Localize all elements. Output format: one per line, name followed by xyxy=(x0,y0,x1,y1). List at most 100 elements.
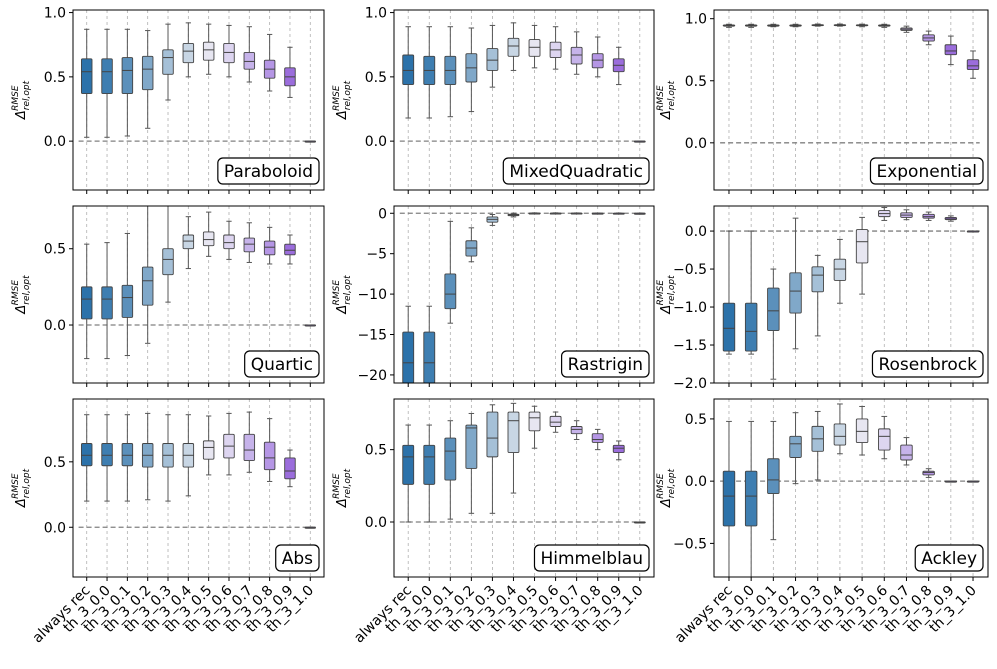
box-th-3-0-1 xyxy=(767,268,780,380)
panel-title: Abs xyxy=(282,549,313,569)
box-body xyxy=(722,470,736,527)
box-th-3-0-9 xyxy=(612,46,625,86)
box-always-rec xyxy=(402,424,415,523)
box-body xyxy=(80,58,93,95)
box-th-3-0-9 xyxy=(284,449,296,488)
box-th-3-0-7 xyxy=(570,420,583,441)
box-th-3-0-3 xyxy=(486,24,499,88)
box-th-3-0-3 xyxy=(162,205,174,303)
box-th-3-0-3 xyxy=(811,23,824,27)
ytick-label: 1.0 xyxy=(44,6,66,22)
box-body xyxy=(402,331,415,384)
ytick-label: 0.5 xyxy=(44,242,66,258)
box-body xyxy=(284,243,296,256)
ytick-label: 0.5 xyxy=(365,443,387,459)
box-body xyxy=(141,266,154,306)
box-th-3-0-5 xyxy=(528,212,541,215)
box-body xyxy=(486,411,499,458)
ylabel: Δrel,optRMSE xyxy=(656,275,677,315)
box-th-3-0-3 xyxy=(162,414,174,502)
box-body xyxy=(80,286,93,320)
box-body xyxy=(444,437,457,481)
box-body xyxy=(922,470,935,476)
box-body xyxy=(900,444,913,461)
box-body xyxy=(855,418,869,444)
panel-title-box xyxy=(502,157,650,185)
panel-title: Rastrigin xyxy=(568,355,643,375)
ytick-label: −0.5 xyxy=(673,262,707,278)
box-th-3-1-0 xyxy=(633,140,646,143)
box-th-3-0-5 xyxy=(855,405,869,456)
box-body xyxy=(507,411,520,453)
ytick-label: 1.0 xyxy=(365,6,387,22)
ytick-label: 1.0 xyxy=(685,12,707,28)
box-body xyxy=(243,51,256,70)
box-body xyxy=(243,237,256,253)
ytick-label: 0.0 xyxy=(44,520,66,536)
panel-title-box xyxy=(533,544,650,572)
box-th-3-1-0 xyxy=(304,324,317,327)
ytick-label: −20 xyxy=(357,368,387,384)
box-body xyxy=(570,426,583,435)
box-th-3-0-2 xyxy=(141,412,154,501)
box-th-3-0-8 xyxy=(591,36,604,78)
box-th-3-0-7 xyxy=(900,209,913,221)
box-body xyxy=(833,423,847,446)
box-body xyxy=(121,443,134,467)
box-body xyxy=(528,411,541,432)
box-th-3-0-1 xyxy=(121,28,134,137)
box-th-3-0-2 xyxy=(141,30,154,129)
box-th-3-0-1 xyxy=(444,420,457,520)
box-th-3-1-0 xyxy=(633,212,646,215)
box-th-3-0-2 xyxy=(789,23,802,28)
box-th-3-0-9 xyxy=(284,234,296,265)
ytick-label: 0.0 xyxy=(365,134,387,150)
box-th-3-0-4 xyxy=(507,212,520,218)
box-body xyxy=(966,59,980,71)
panel-title-box xyxy=(244,350,320,378)
panel-title-box xyxy=(869,157,984,185)
ytick-label: −1.5 xyxy=(673,338,707,354)
box-th-3-0-4 xyxy=(182,414,195,497)
box-body xyxy=(101,58,113,95)
ylabel: Δrel,optRMSE xyxy=(11,275,32,315)
box-body xyxy=(465,424,478,469)
panel-title-box xyxy=(914,544,984,572)
box-th-3-0-3 xyxy=(486,213,499,226)
box-th-3-0-4 xyxy=(507,22,520,71)
box-body xyxy=(121,284,134,318)
panel-rosenbrock: 0.0 −0.5 −1.0 −1.5 −2.0 Δrel,optRMSE Rosenbroc… xyxy=(656,205,989,392)
box-body xyxy=(243,433,256,461)
ytick-label: −15 xyxy=(357,328,387,344)
ytick-label: 0.5 xyxy=(44,455,66,471)
box-body xyxy=(101,286,113,320)
ytick-label: −0.5 xyxy=(673,536,707,552)
box-body xyxy=(878,428,891,451)
box-body xyxy=(162,49,174,75)
box-th-3-0-5 xyxy=(855,23,869,28)
box-body xyxy=(833,258,847,281)
axes-frame xyxy=(72,398,325,578)
box-always-rec xyxy=(402,305,415,384)
box-body xyxy=(284,457,296,480)
box-th-3-0-6 xyxy=(549,212,562,215)
box-th-3-0-0 xyxy=(744,420,758,578)
box-th-3-0-2 xyxy=(789,217,802,350)
box-th-3-0-4 xyxy=(833,23,847,27)
box-th-3-0-6 xyxy=(878,23,891,28)
box-th-3-0-0 xyxy=(101,242,113,360)
box-th-3-0-4 xyxy=(833,238,847,304)
axes-frame xyxy=(713,205,989,384)
box-body xyxy=(80,443,93,467)
box-th-3-0-5 xyxy=(528,405,541,449)
box-th-3-0-8 xyxy=(263,33,276,92)
box-th-3-0-3 xyxy=(811,254,824,337)
box-body xyxy=(789,435,802,458)
axes-frame xyxy=(72,205,325,384)
box-th-3-0-8 xyxy=(591,212,604,215)
box-body xyxy=(591,433,604,443)
panel-title: Paraboloid xyxy=(224,162,313,182)
box-body xyxy=(162,248,174,276)
box-body xyxy=(263,240,276,256)
